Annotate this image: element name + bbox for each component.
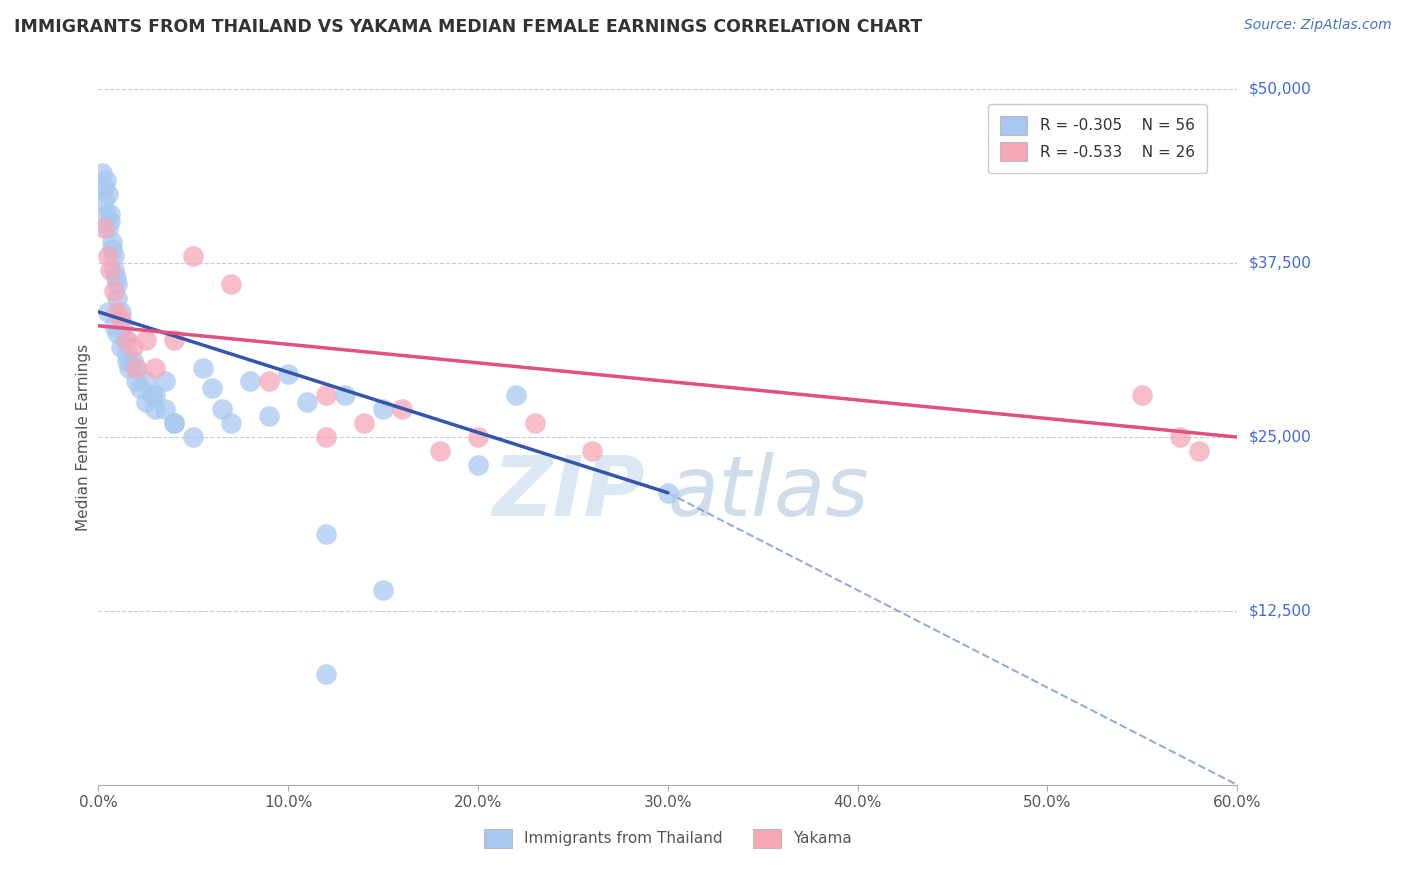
Text: $37,500: $37,500 [1249,256,1312,270]
Point [103,263,125,277]
Point [1188,444,1211,458]
Point [315,527,337,541]
Point [297,395,319,409]
Legend: Immigrants from Thailand, Yakama: Immigrants from Thailand, Yakama [478,823,858,854]
Point [129,381,152,395]
Point [135,395,157,409]
Point [163,416,186,430]
Point [114,333,136,347]
Point [97,305,120,319]
Point [153,402,176,417]
Point [524,416,547,430]
Point [103,284,125,298]
Point [505,388,527,402]
Point [391,402,413,417]
Point [97,249,120,263]
Point [125,360,148,375]
Text: ZIP: ZIP [492,452,645,533]
Point [183,430,205,444]
Point [107,291,129,305]
Point [104,270,127,285]
Text: $50,000: $50,000 [1249,82,1312,96]
Point [93,179,115,194]
Point [135,375,157,389]
Point [581,444,603,458]
Point [115,346,138,360]
Point [221,277,243,291]
Point [183,249,205,263]
Point [1132,388,1154,402]
Point [98,207,121,221]
Point [145,402,167,417]
Point [112,318,135,333]
Point [153,375,176,389]
Point [259,375,281,389]
Point [121,353,143,368]
Point [107,326,129,340]
Point [97,186,120,201]
Point [98,214,121,228]
Point [315,430,337,444]
Point [371,583,394,598]
Point [97,221,120,235]
Point [259,409,281,424]
Point [91,166,114,180]
Point [335,388,357,402]
Point [103,249,125,263]
Point [211,402,233,417]
Point [100,235,122,250]
Text: Source: ZipAtlas.com: Source: ZipAtlas.com [1244,18,1392,32]
Point [121,340,143,354]
Point [100,242,122,256]
Point [145,360,167,375]
Y-axis label: Median Female Earnings: Median Female Earnings [76,343,91,531]
Point [315,388,337,402]
Point [93,221,115,235]
Point [371,402,394,417]
Text: atlas: atlas [668,452,869,533]
Point [107,305,129,319]
Text: $25,000: $25,000 [1249,430,1312,444]
Point [115,353,138,368]
Text: IMMIGRANTS FROM THAILAND VS YAKAMA MEDIAN FEMALE EARNINGS CORRELATION CHART: IMMIGRANTS FROM THAILAND VS YAKAMA MEDIA… [14,18,922,36]
Point [141,388,163,402]
Point [657,485,679,500]
Point [315,666,337,681]
Point [429,444,451,458]
Point [98,263,121,277]
Point [107,277,129,291]
Point [118,360,141,375]
Point [103,318,125,333]
Point [467,430,489,444]
Point [110,311,132,326]
Point [110,305,132,319]
Point [125,375,148,389]
Point [135,333,157,347]
Point [239,375,262,389]
Point [94,207,117,221]
Point [110,340,132,354]
Point [163,416,186,430]
Point [115,333,138,347]
Point [93,194,115,208]
Point [277,368,299,382]
Point [94,172,117,186]
Point [221,416,243,430]
Point [201,381,224,395]
Point [467,458,489,472]
Point [191,360,214,375]
Point [125,360,148,375]
Point [353,416,375,430]
Point [163,333,186,347]
Point [145,388,167,402]
Point [1170,430,1192,444]
Text: $12,500: $12,500 [1249,604,1312,618]
